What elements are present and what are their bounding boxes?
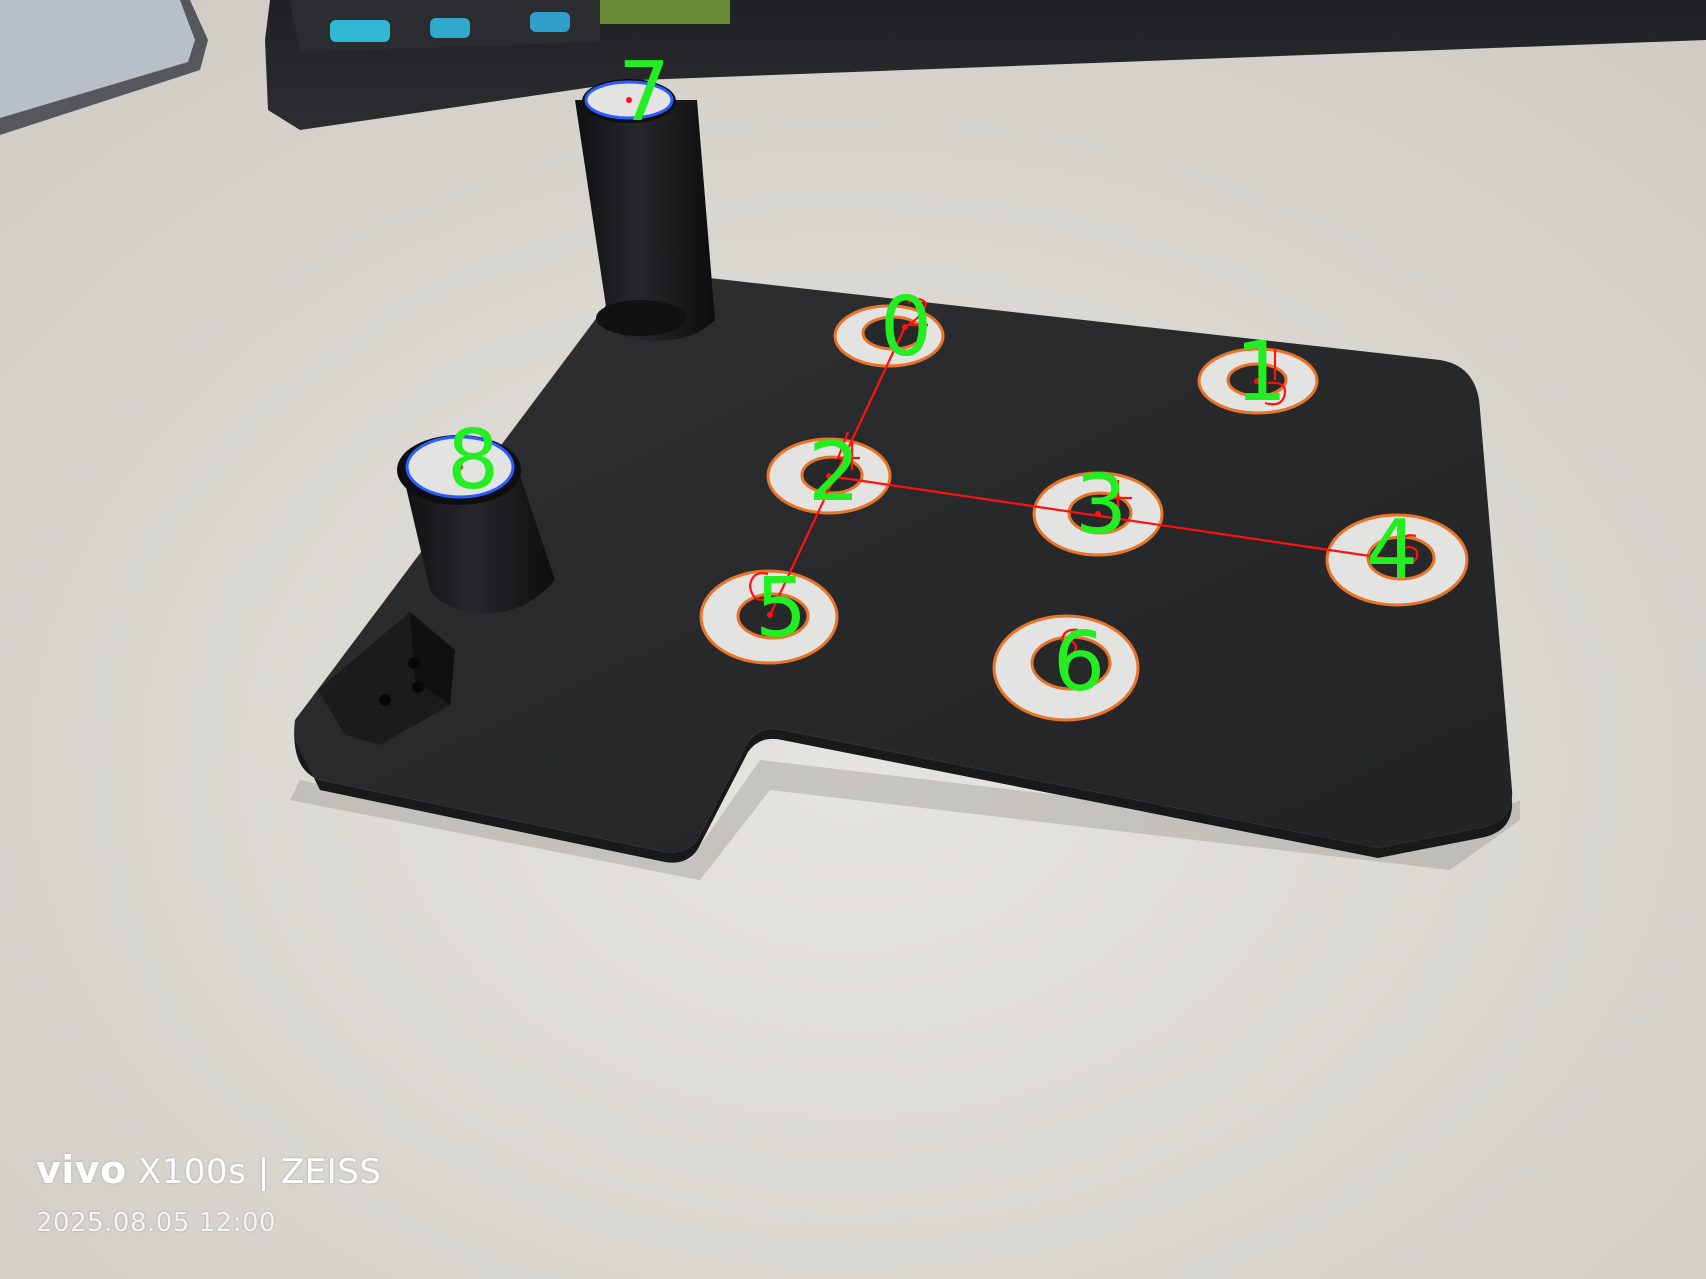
- label-5: 5: [755, 561, 807, 656]
- label-8: 8: [447, 413, 499, 508]
- label-6: 6: [1053, 615, 1105, 710]
- photo-datetime: 2025.08.05 12:00: [36, 1208, 277, 1238]
- label-7: 7: [618, 45, 670, 140]
- camera-watermark: vivo X100s | ZEISS: [36, 1148, 381, 1192]
- laptop-corner: [0, 0, 208, 135]
- label-1: 1: [1235, 325, 1287, 420]
- side-bracket: [318, 612, 455, 745]
- plate-shadow: [290, 760, 1520, 880]
- label-2: 2: [808, 425, 860, 520]
- keyboard: [265, 0, 1706, 130]
- lens-brand: ZEISS: [281, 1152, 382, 1192]
- camera-brand: vivo: [36, 1148, 127, 1192]
- pillar-7: [575, 79, 715, 341]
- black-fixture-plate: [294, 272, 1513, 863]
- watermark-separator: |: [257, 1152, 270, 1192]
- label-0: 0: [880, 280, 932, 375]
- label-4: 4: [1366, 503, 1418, 598]
- center-markers: [457, 97, 1400, 671]
- measurement-lines: [748, 297, 1419, 658]
- label-3: 3: [1075, 458, 1127, 553]
- camera-model: X100s: [138, 1152, 247, 1192]
